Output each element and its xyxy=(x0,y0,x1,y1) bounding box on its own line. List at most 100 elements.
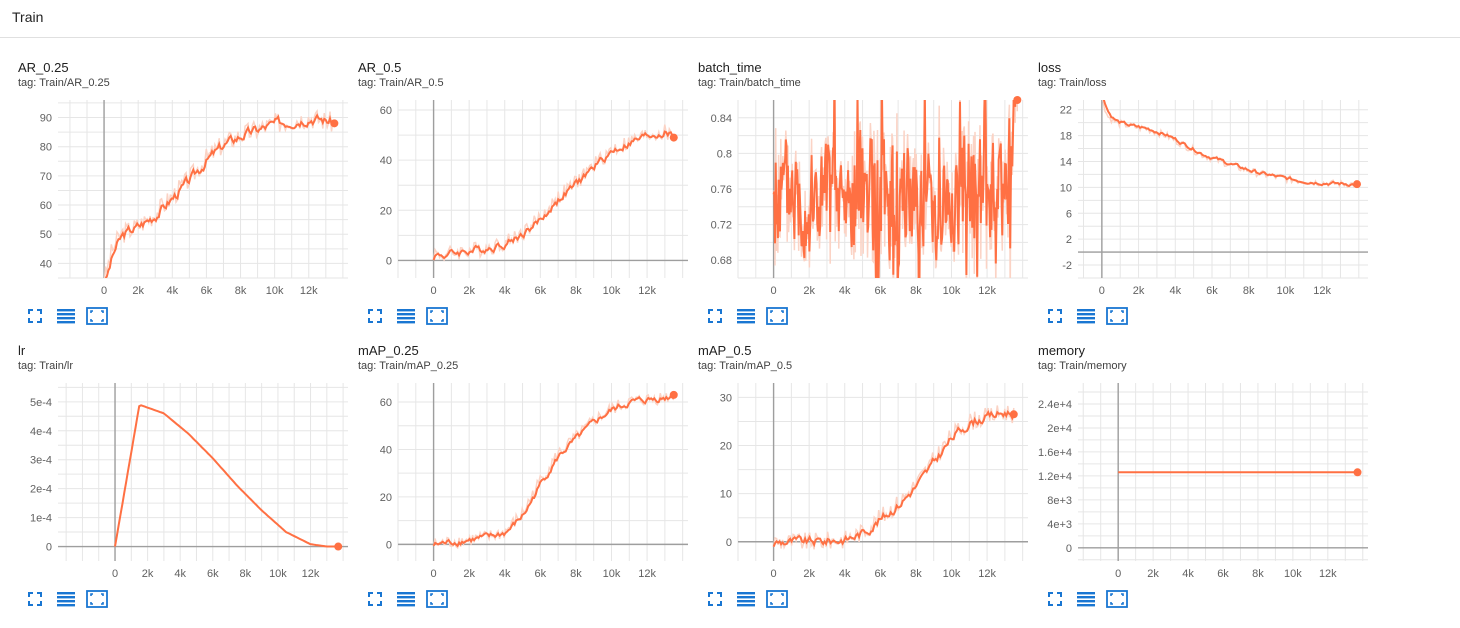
fit-domain-button[interactable] xyxy=(766,305,788,327)
x-tick-label: 0 xyxy=(1115,568,1121,580)
y-tick-label: 0.76 xyxy=(711,184,732,196)
y-tick-label: 2.4e+4 xyxy=(1038,399,1072,411)
fullscreen-button[interactable] xyxy=(24,305,46,327)
fullscreen-icon xyxy=(368,309,382,323)
x-tick-label: 8k xyxy=(910,285,922,297)
page-title: Train xyxy=(12,9,44,25)
series-endpoint xyxy=(1009,410,1018,419)
fullscreen-icon xyxy=(368,592,382,606)
y-tick-label: 1e-4 xyxy=(30,513,52,525)
fit-domain-button[interactable] xyxy=(86,305,108,327)
x-tick-label: 0 xyxy=(431,285,437,297)
y-tick-label: 14 xyxy=(1060,156,1072,168)
y-tick-label: 1.2e+4 xyxy=(1038,471,1072,483)
chart-title: mAP_0.25 xyxy=(358,343,419,358)
line-chart[interactable]: 0 2k 4k 6k 8k 10k 12k -2 2 6 10 14 18 22 xyxy=(1030,90,1370,300)
toggle-log-scale-button[interactable] xyxy=(735,305,757,327)
line-chart[interactable]: 0 2k 4k 6k 8k 10k 12k 0 10 20 30 xyxy=(690,373,1030,583)
x-tick-label: 8k xyxy=(1243,285,1255,297)
lines-icon xyxy=(397,309,415,324)
chart-tag: tag: Train/mAP_0.25 xyxy=(358,360,459,372)
toggle-log-scale-button[interactable] xyxy=(395,588,417,610)
x-tick-label: 2k xyxy=(463,285,475,297)
x-tick-label: 8k xyxy=(570,285,582,297)
x-tick-label: 12k xyxy=(300,285,318,297)
x-tick-label: 6k xyxy=(875,285,887,297)
y-tick-label: 0.72 xyxy=(711,220,732,232)
line-chart[interactable]: 0 2k 4k 6k 8k 10k 12k 0 20 40 60 xyxy=(350,373,690,583)
toggle-log-scale-button[interactable] xyxy=(1075,588,1097,610)
fullscreen-button[interactable] xyxy=(1044,588,1066,610)
toggle-log-scale-button[interactable] xyxy=(55,588,77,610)
chart-tag: tag: Train/batch_time xyxy=(698,77,801,89)
x-tick-label: 12k xyxy=(978,568,996,580)
toggle-log-scale-button[interactable] xyxy=(395,305,417,327)
line-chart[interactable]: 0 2k 4k 6k 8k 10k 12k 0 4e+3 8e+3 1.2e+4 1.6e+4 2e+4… xyxy=(1030,373,1370,583)
x-tick-label: 10k xyxy=(603,568,621,580)
fit-domain-button[interactable] xyxy=(1106,588,1128,610)
x-tick-label: 4k xyxy=(1182,568,1194,580)
y-tick-label: 0.68 xyxy=(711,255,732,267)
series-endpoint xyxy=(669,133,678,142)
lines-icon xyxy=(57,309,75,324)
chart-card: AR_0.25 tag: Train/AR_0.25 0 2k 4k 6k 8k 10k 1… xyxy=(10,50,350,330)
lines-icon xyxy=(737,592,755,607)
x-tick-label: 12k xyxy=(638,285,656,297)
y-tick-label: 2e+4 xyxy=(1047,423,1072,435)
fit-domain-button[interactable] xyxy=(766,588,788,610)
toggle-log-scale-button[interactable] xyxy=(55,305,77,327)
fit-domain-button[interactable] xyxy=(86,588,108,610)
fullscreen-button[interactable] xyxy=(364,588,386,610)
lines-icon xyxy=(57,592,75,607)
y-tick-label: 0 xyxy=(386,539,392,551)
line-chart[interactable]: 0 2k 4k 6k 8k 10k 12k 0 1e-4 2e-4 3e-4 4e-4 5e-4 xyxy=(10,373,350,583)
fullscreen-icon xyxy=(28,592,42,606)
fit-to-data-icon xyxy=(426,307,448,325)
y-tick-label: 10 xyxy=(720,489,732,501)
x-tick-label: 0 xyxy=(101,285,107,297)
fullscreen-button[interactable] xyxy=(704,305,726,327)
x-tick-label: 6k xyxy=(1217,568,1229,580)
lines-icon xyxy=(1077,592,1095,607)
toggle-log-scale-button[interactable] xyxy=(735,588,757,610)
y-tick-label: 40 xyxy=(380,155,392,167)
line-chart[interactable]: 0 2k 4k 6k 8k 10k 12k 0.68 0.72 0.76 0.8 0.84 xyxy=(690,90,1030,300)
fullscreen-button[interactable] xyxy=(364,305,386,327)
x-tick-label: 10k xyxy=(1277,285,1295,297)
series-group xyxy=(772,100,1019,278)
chart-title: lr xyxy=(18,343,26,358)
y-tick-label: 30 xyxy=(720,392,732,404)
fullscreen-button[interactable] xyxy=(704,588,726,610)
y-tick-label: 1.6e+4 xyxy=(1038,447,1072,459)
chart-card: mAP_0.5 tag: Train/mAP_0.5 0 2k 4k 6k 8k 10k 1… xyxy=(690,333,1030,613)
chart-title: memory xyxy=(1038,343,1085,358)
fullscreen-icon xyxy=(1048,309,1062,323)
fullscreen-button[interactable] xyxy=(1044,305,1066,327)
chart-card: mAP_0.25 tag: Train/mAP_0.25 0 2k 4k 6k 8k 10… xyxy=(350,333,690,613)
smoothed-series-line xyxy=(104,113,335,278)
x-tick-label: 0 xyxy=(112,568,118,580)
y-tick-label: 0.84 xyxy=(711,113,732,125)
series-endpoint xyxy=(1353,468,1362,477)
y-tick-label: 70 xyxy=(40,171,52,183)
fit-domain-button[interactable] xyxy=(426,588,448,610)
series-group xyxy=(1102,100,1358,189)
toggle-log-scale-button[interactable] xyxy=(1075,305,1097,327)
y-tick-label: -2 xyxy=(1062,260,1072,272)
chart-title: AR_0.25 xyxy=(18,60,69,75)
smoothed-series-line xyxy=(432,395,675,548)
x-tick-label: 6k xyxy=(535,568,547,580)
x-tick-label: 2k xyxy=(132,285,144,297)
lines-icon xyxy=(397,592,415,607)
x-tick-label: 10k xyxy=(269,568,287,580)
fullscreen-button[interactable] xyxy=(24,588,46,610)
y-tick-label: 40 xyxy=(380,444,392,456)
x-tick-label: 8k xyxy=(1252,568,1264,580)
chart-tag: tag: Train/lr xyxy=(18,360,74,372)
line-chart[interactable]: 0 2k 4k 6k 8k 10k 12k 40 50 60 70 80 90 xyxy=(10,90,350,300)
fit-domain-button[interactable] xyxy=(1106,305,1128,327)
chart-tag: tag: Train/mAP_0.5 xyxy=(698,360,793,372)
chart-card: loss tag: Train/loss 0 2k 4k 6k 8k 10k 12k -2 2 6… xyxy=(1030,50,1370,330)
line-chart[interactable]: 0 2k 4k 6k 8k 10k 12k 0 20 40 60 xyxy=(350,90,690,300)
fit-domain-button[interactable] xyxy=(426,305,448,327)
